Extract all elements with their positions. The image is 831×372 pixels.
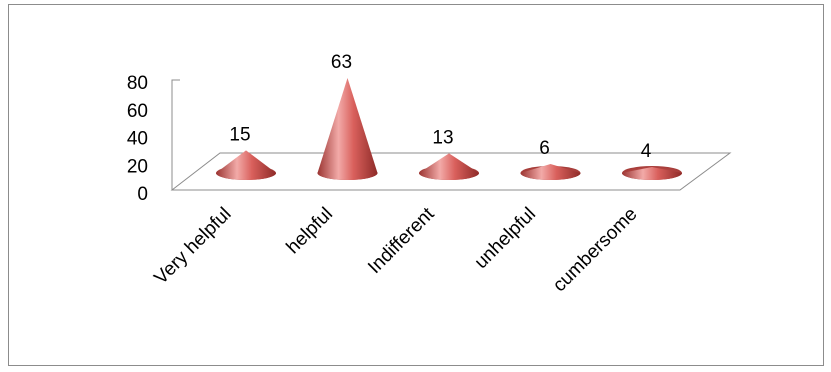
cone-4 bbox=[520, 163, 581, 180]
data-label: 15 bbox=[229, 124, 250, 145]
y-tick-label: 80 bbox=[127, 73, 148, 94]
category-label: unhelpful bbox=[471, 204, 540, 273]
cone-body bbox=[520, 163, 581, 180]
data-label: 4 bbox=[641, 141, 652, 162]
back-wall-edge bbox=[171, 79, 180, 190]
category-label: cumbersome bbox=[549, 204, 642, 297]
cone-1 bbox=[216, 150, 276, 180]
category-labels: Very helpful helpful Indifferent unhelpful c… bbox=[150, 203, 641, 296]
cone-5 bbox=[622, 166, 682, 180]
cone-body bbox=[622, 166, 682, 180]
y-tick-label: 40 bbox=[127, 129, 148, 150]
y-tick-label: 0 bbox=[137, 184, 148, 205]
cone-body bbox=[317, 78, 378, 180]
y-tick-label: 60 bbox=[127, 101, 148, 122]
cone-body bbox=[216, 150, 276, 180]
y-tick-label: 20 bbox=[127, 156, 148, 177]
cone-3 bbox=[419, 153, 479, 180]
data-label: 63 bbox=[331, 52, 352, 73]
data-label: 6 bbox=[539, 138, 550, 159]
category-label: helpful bbox=[283, 204, 337, 258]
data-labels: 15 63 13 6 4 bbox=[229, 52, 651, 162]
data-label: 13 bbox=[432, 127, 453, 148]
cone-series bbox=[216, 78, 682, 180]
y-axis-ticks: 0 20 40 60 80 bbox=[127, 73, 148, 205]
category-label: Indifferent bbox=[364, 203, 439, 278]
cone-body bbox=[419, 153, 479, 180]
cone-2 bbox=[317, 78, 378, 180]
category-label: Very helpful bbox=[150, 204, 235, 289]
